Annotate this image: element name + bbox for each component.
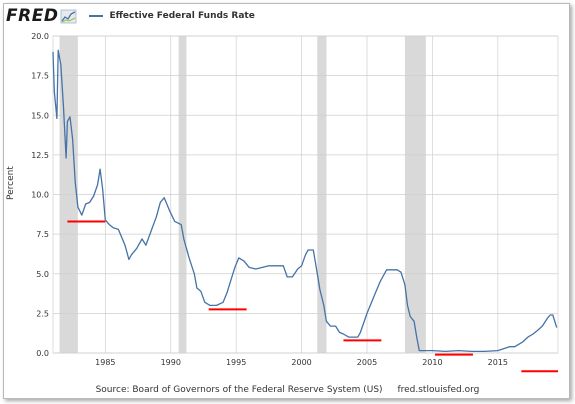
- y-tick-label: 12.5: [31, 151, 49, 160]
- fred-graph-icon: [61, 9, 77, 23]
- y-tick-label: 17.5: [31, 72, 49, 81]
- x-tick-label: 1995: [226, 358, 246, 367]
- y-tick-label: 2.5: [36, 309, 49, 318]
- source-url-link[interactable]: fred.stlouisfed.org: [397, 385, 480, 395]
- x-tick-label: 1990: [161, 358, 181, 367]
- y-tick-label: 0.0: [36, 349, 49, 358]
- y-tick-label: 5.0: [36, 270, 49, 279]
- fred-logo[interactable]: FRED: [6, 6, 59, 26]
- y-tick-label: 20.0: [31, 32, 49, 41]
- chart-frame: [3, 3, 570, 399]
- source-line: Source: Board of Governors of the Federa…: [0, 385, 575, 395]
- y-tick-label: 10.0: [31, 191, 49, 200]
- series-line-0[interactable]: [52, 49, 558, 353]
- y-tick-label: 15.0: [31, 111, 49, 120]
- x-tick-label: 1985: [95, 358, 115, 367]
- legend-swatch: [89, 15, 104, 17]
- x-tick-label: 2010: [422, 358, 442, 367]
- x-tick-label: 2000: [291, 358, 311, 367]
- chart-header: FRED Effective Federal Funds Rate: [6, 6, 255, 26]
- legend-label: Effective Federal Funds Rate: [109, 11, 255, 21]
- y-tick-label: 7.5: [36, 230, 49, 239]
- plot-border: [52, 35, 559, 354]
- x-tick-label: 2015: [488, 358, 508, 367]
- x-tick-label: 2005: [357, 358, 377, 367]
- source-text: Source: Board of Governors of the Federa…: [95, 385, 383, 395]
